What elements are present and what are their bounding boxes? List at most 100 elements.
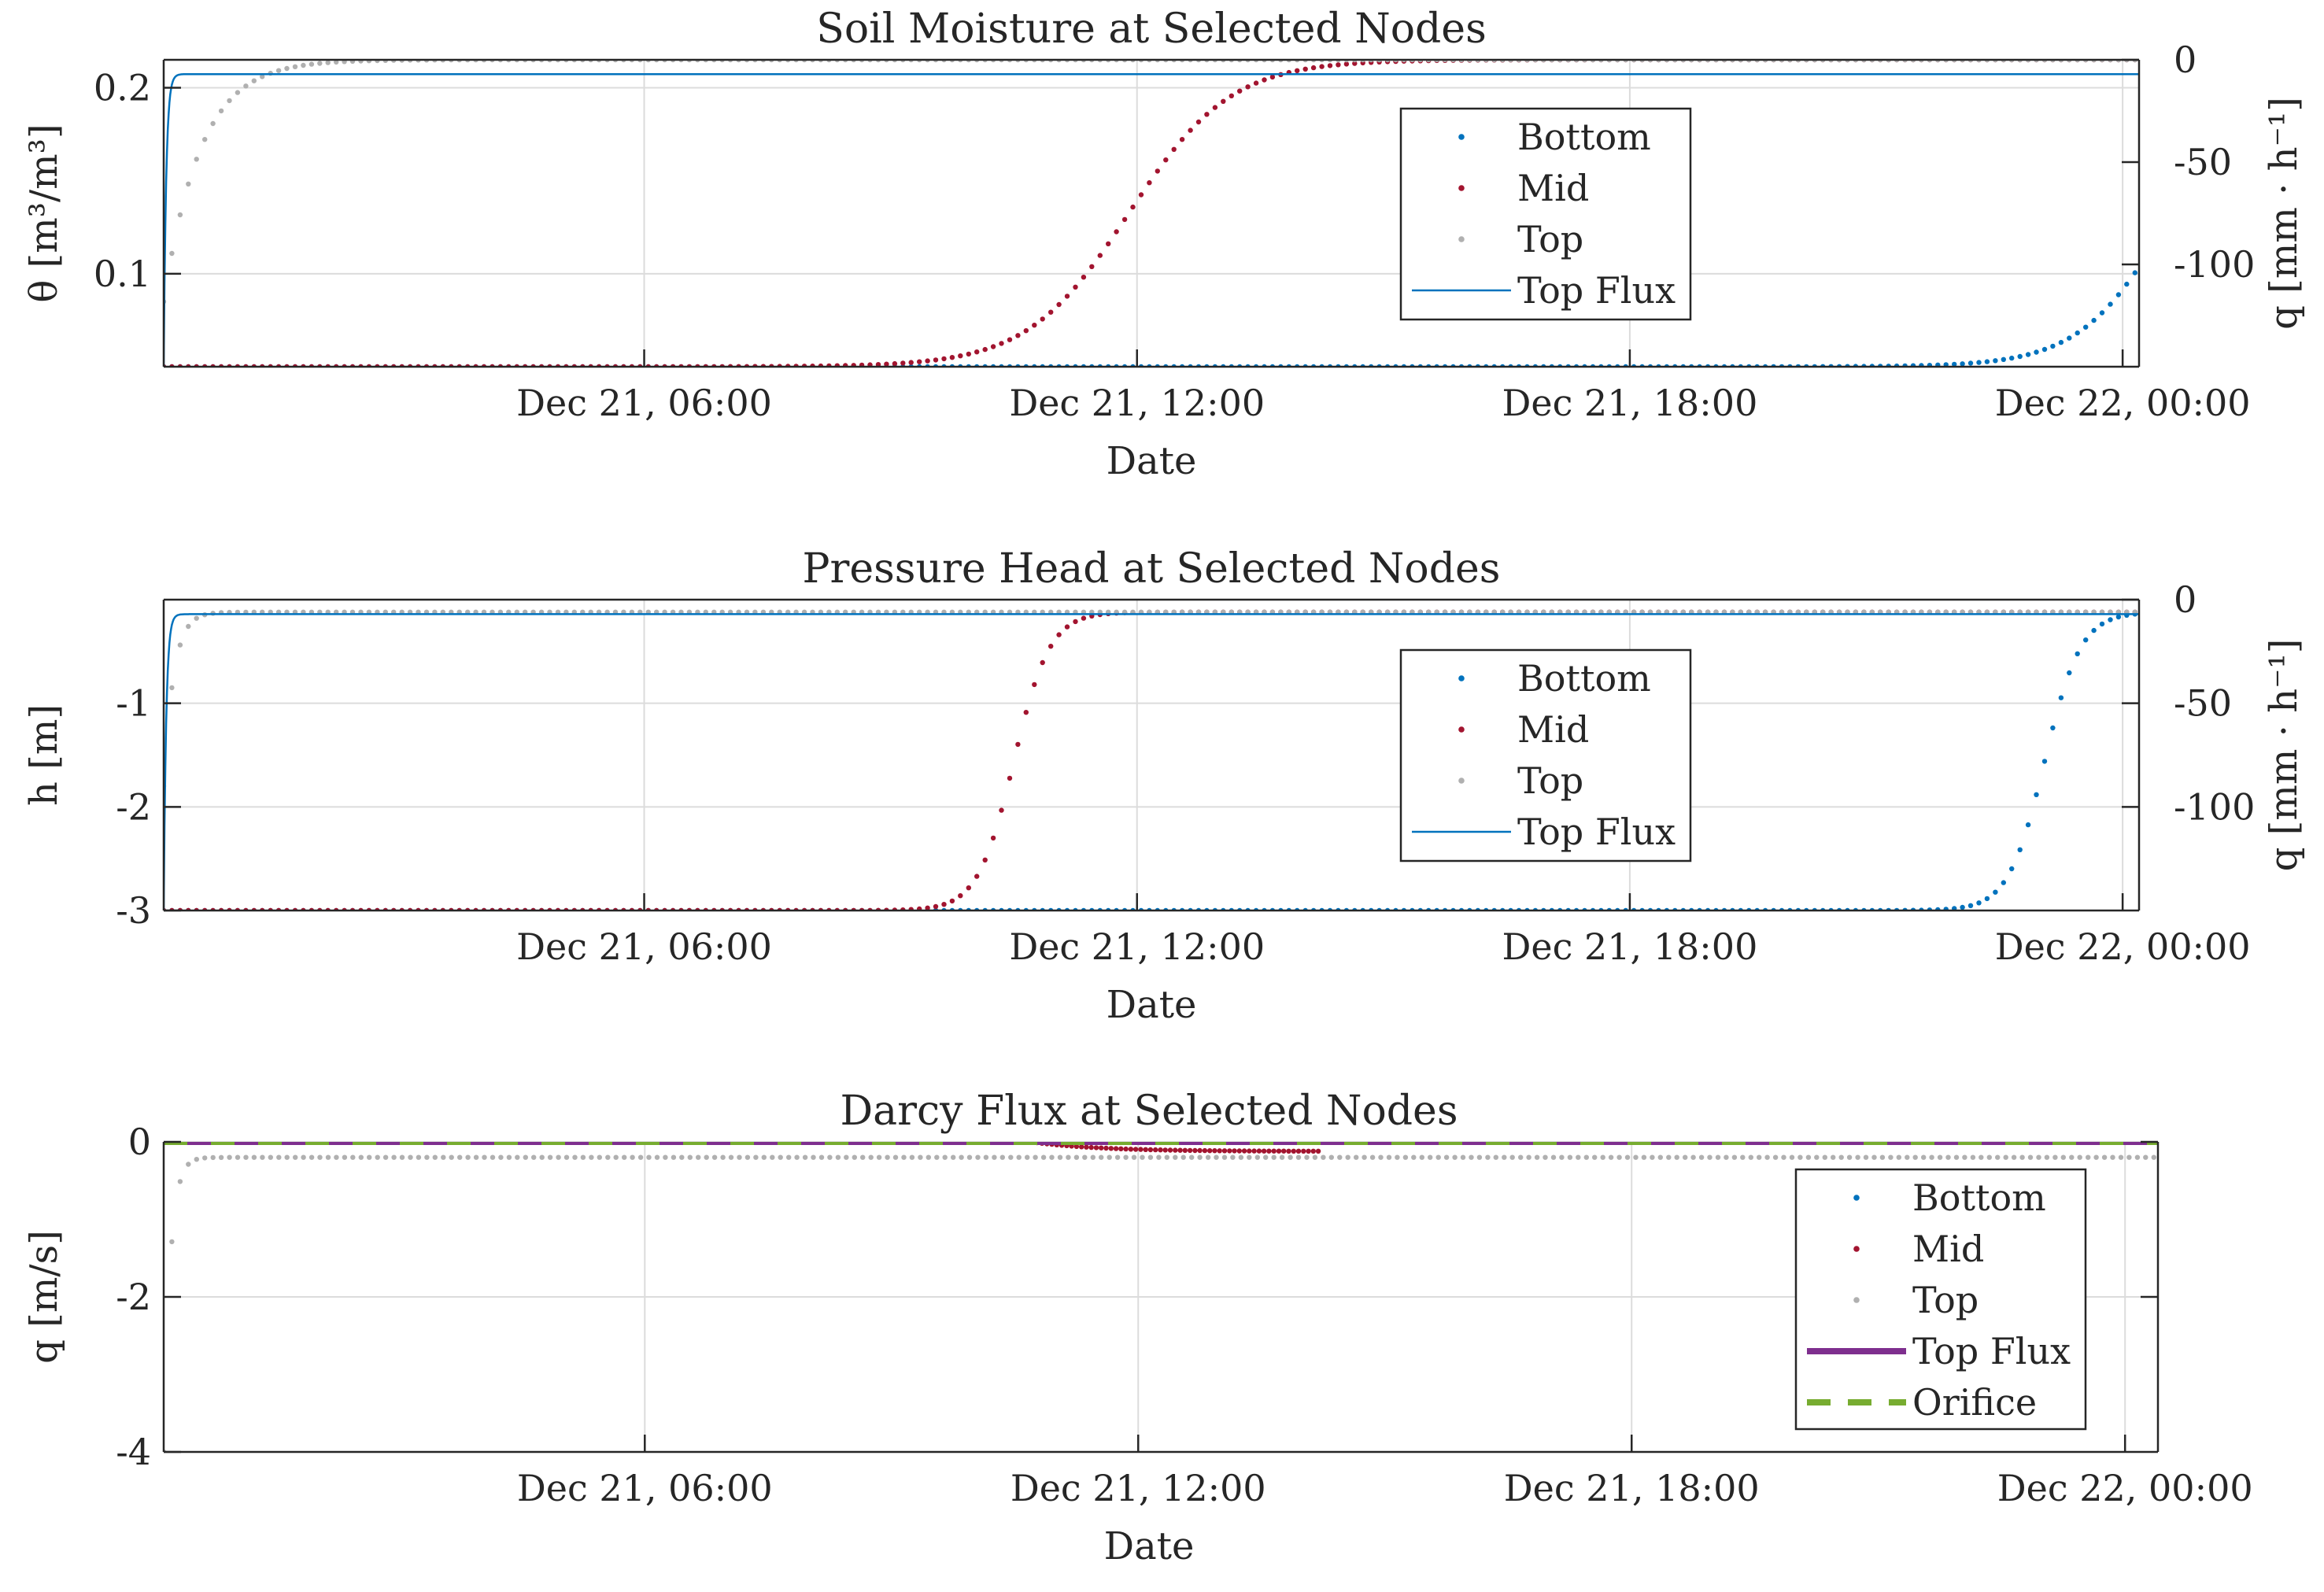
data-point-bottom (2001, 356, 2006, 362)
data-point-top (194, 157, 199, 162)
data-point-bottom (2083, 637, 2089, 643)
y-axis-label: h [m] (22, 704, 66, 806)
legend-label-top: Top (1517, 759, 1583, 802)
data-point-mid (859, 362, 865, 367)
data-point-mid (1281, 1148, 1287, 1154)
data-point-mid (966, 885, 972, 891)
data-point-top (1970, 1154, 1976, 1160)
x-tick-label: Dec 21, 06:00 (516, 925, 772, 968)
data-point-top (1362, 1154, 1367, 1160)
data-point-bottom (2115, 614, 2122, 620)
data-point-top (1033, 1154, 1038, 1160)
data-point-mid (925, 358, 930, 364)
data-point-mid (1162, 1147, 1168, 1153)
series-mid (164, 60, 2137, 367)
data-point-mid (1106, 241, 1111, 246)
data-point-bottom (2124, 281, 2130, 287)
data-point-top (1221, 1154, 1228, 1160)
data-point-top (1707, 1154, 1713, 1160)
data-point-top (547, 1154, 553, 1160)
data-point-top (284, 65, 290, 72)
data-point-mid (1204, 112, 1210, 117)
data-point-top (457, 1154, 463, 1160)
data-point-top (1131, 1154, 1137, 1160)
data-point-top (1254, 1154, 1261, 1160)
data-point-top (827, 1154, 833, 1160)
x-axis-label: Date (1107, 983, 1197, 1027)
data-point-mid (1310, 65, 1317, 71)
data-point-top (1189, 1154, 1195, 1160)
data-point-top (1979, 1154, 1984, 1160)
data-point-top (1114, 1154, 1121, 1160)
data-point-bottom (1984, 359, 1990, 364)
data-point-mid (1245, 84, 1251, 90)
x-tick-label: Dec 21, 12:00 (1009, 925, 1265, 968)
data-point-top (1140, 1154, 1145, 1160)
y2-axis-label: q [mm · h⁻¹] (2262, 97, 2306, 330)
data-point-top (794, 1154, 800, 1160)
data-point-top (1657, 1154, 1663, 1160)
data-point-mid (1269, 74, 1276, 80)
data-point-mid (1121, 216, 1128, 223)
data-point-top (424, 1154, 430, 1160)
data-point-mid (917, 359, 922, 364)
data-point-mid (1163, 157, 1169, 163)
x-tick-label: Dec 21, 18:00 (1504, 1467, 1760, 1509)
data-point-top (852, 1154, 858, 1160)
data-point-top (292, 64, 298, 70)
data-point-mid (982, 346, 988, 353)
data-point-top (177, 642, 183, 648)
y-axis-label: q [m/s] (22, 1230, 66, 1364)
data-point-bottom (2001, 880, 2006, 885)
data-point-top (1205, 1154, 1211, 1160)
data-point-mid (1158, 1147, 1163, 1153)
data-point-top (885, 1154, 890, 1160)
data-point-top (334, 60, 339, 65)
data-point-top (309, 1154, 315, 1160)
data-point-bottom (2050, 725, 2056, 731)
data-point-top (1345, 1154, 1350, 1160)
data-point-top (391, 1154, 397, 1160)
data-point-top (1469, 1154, 1474, 1160)
data-point-mid (1251, 1148, 1257, 1154)
series-group (164, 60, 2138, 367)
data-point-top (1921, 1154, 1927, 1160)
data-point-top (942, 1154, 948, 1160)
data-point-mid (1236, 1148, 1243, 1154)
data-point-top (1757, 1154, 1762, 1160)
data-point-top (349, 60, 356, 65)
data-point-mid (966, 351, 972, 357)
data-point-top (1953, 1154, 1960, 1160)
data-point-mid (1007, 775, 1013, 781)
data-point-top (1905, 1154, 1910, 1160)
data-point-mid (1015, 741, 1021, 748)
data-point-bottom (1993, 358, 1998, 364)
data-point-top (999, 1154, 1006, 1160)
legend-swatch-mid (1458, 726, 1465, 733)
data-point-bottom (2034, 792, 2039, 797)
data-point-top (637, 1154, 644, 1160)
data-point-top (441, 1154, 446, 1160)
data-point-top (1805, 1154, 1812, 1160)
data-point-top (2110, 1154, 2115, 1160)
y2-tick-label: -50 (2174, 141, 2232, 183)
data-point-mid (949, 355, 955, 360)
chart-panel-1: Dec 21, 06:00 Dec 21, 12:00 Dec 21, 18:00 D… (22, 6, 2306, 483)
data-point-top (1879, 1154, 1886, 1160)
data-point-top (737, 1154, 742, 1160)
legend-label-top-flux: Top Flux (1517, 811, 1676, 853)
data-point-mid (990, 344, 996, 349)
data-point-top (1715, 1154, 1721, 1160)
x-tick-label: Dec 21, 18:00 (1502, 382, 1758, 424)
data-point-top (909, 1154, 915, 1160)
data-point-mid (1073, 284, 1078, 290)
data-point-top (646, 1154, 652, 1160)
data-point-top (235, 1154, 241, 1160)
data-point-top (778, 1154, 783, 1160)
data-point-top (992, 1154, 997, 1160)
data-point-mid (1221, 98, 1226, 104)
data-point-mid (1262, 77, 1267, 83)
data-point-mid (1147, 1147, 1154, 1153)
data-point-top (918, 1154, 923, 1160)
data-point-bottom (1952, 906, 1957, 911)
